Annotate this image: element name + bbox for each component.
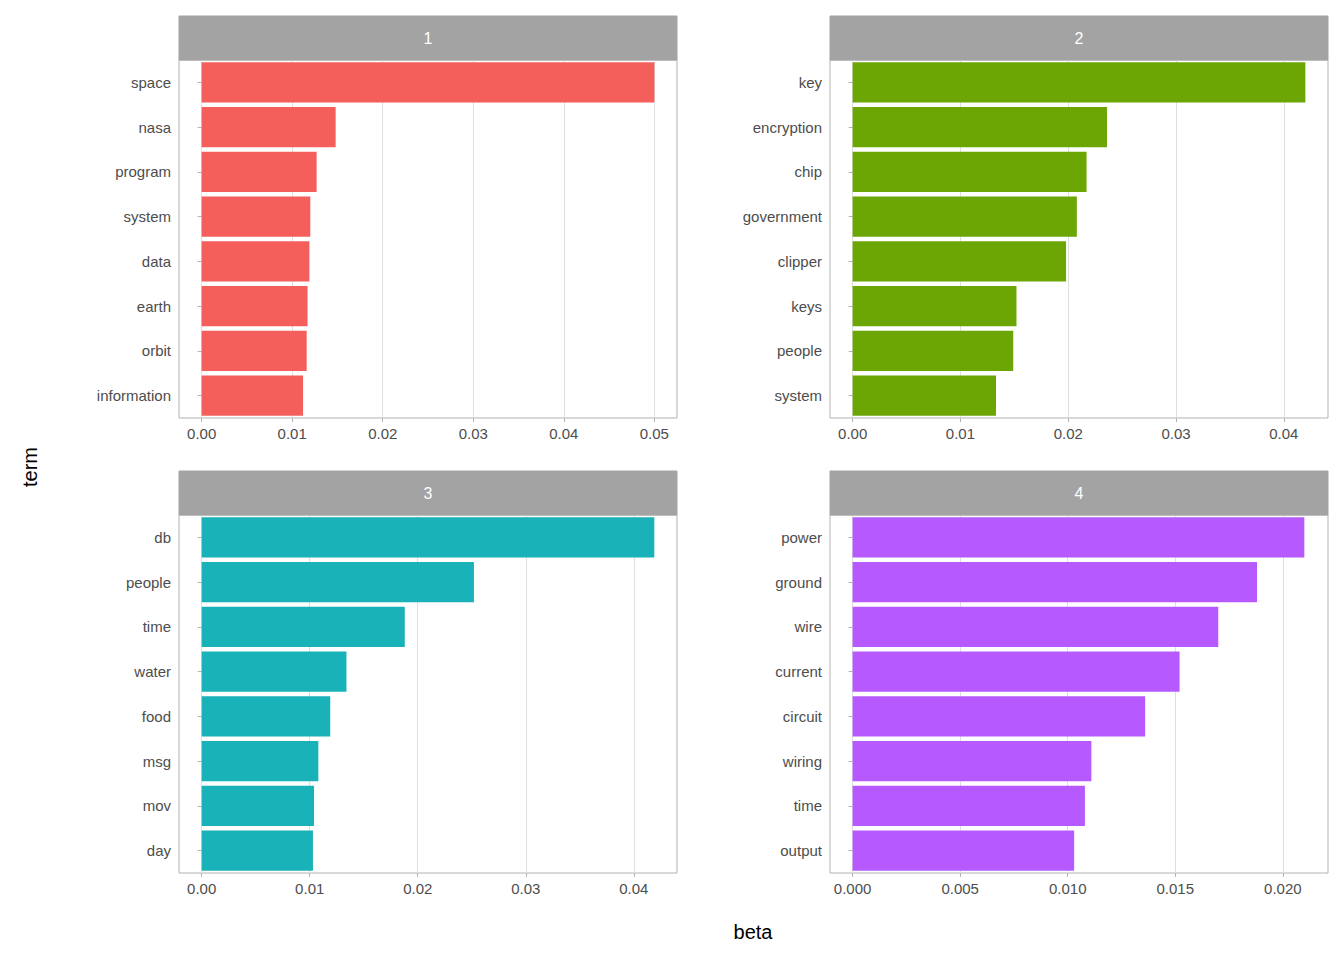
- svg-text:time: time: [143, 618, 171, 635]
- svg-text:0.04: 0.04: [549, 425, 578, 442]
- svg-text:db: db: [154, 529, 171, 546]
- svg-text:food: food: [142, 708, 171, 725]
- svg-text:0.04: 0.04: [619, 880, 648, 897]
- svg-text:program: program: [115, 163, 171, 180]
- svg-text:0.03: 0.03: [1161, 425, 1190, 442]
- svg-text:earth: earth: [137, 298, 171, 315]
- svg-text:system: system: [774, 387, 822, 404]
- svg-text:time: time: [794, 797, 822, 814]
- svg-text:beta: beta: [734, 921, 774, 943]
- svg-text:msg: msg: [143, 753, 171, 770]
- svg-text:government: government: [743, 208, 823, 225]
- svg-text:0.02: 0.02: [403, 880, 432, 897]
- svg-text:people: people: [777, 342, 822, 359]
- svg-text:0.00: 0.00: [187, 880, 216, 897]
- svg-text:information: information: [97, 387, 171, 404]
- svg-text:0.02: 0.02: [368, 425, 397, 442]
- svg-text:0.03: 0.03: [459, 425, 488, 442]
- svg-text:0.01: 0.01: [278, 425, 307, 442]
- svg-text:output: output: [780, 842, 823, 859]
- svg-text:ground: ground: [775, 574, 822, 591]
- svg-text:chip: chip: [794, 163, 822, 180]
- svg-text:people: people: [126, 574, 171, 591]
- svg-text:encryption: encryption: [753, 119, 822, 136]
- svg-text:0.05: 0.05: [640, 425, 669, 442]
- svg-text:clipper: clipper: [778, 253, 822, 270]
- svg-text:3: 3: [424, 485, 433, 502]
- svg-text:current: current: [775, 663, 823, 680]
- svg-text:nasa: nasa: [138, 119, 171, 136]
- svg-text:0.00: 0.00: [838, 425, 867, 442]
- svg-text:key: key: [799, 74, 823, 91]
- svg-text:water: water: [133, 663, 171, 680]
- svg-text:0.04: 0.04: [1269, 425, 1298, 442]
- svg-text:0.01: 0.01: [946, 425, 975, 442]
- svg-text:0.03: 0.03: [511, 880, 540, 897]
- svg-text:power: power: [781, 529, 822, 546]
- svg-text:wiring: wiring: [782, 753, 822, 770]
- svg-text:0.020: 0.020: [1264, 880, 1302, 897]
- svg-text:wire: wire: [793, 618, 822, 635]
- svg-text:0.005: 0.005: [941, 880, 979, 897]
- svg-text:orbit: orbit: [142, 342, 172, 359]
- svg-text:keys: keys: [791, 298, 822, 315]
- svg-text:0.01: 0.01: [295, 880, 324, 897]
- svg-text:space: space: [131, 74, 171, 91]
- svg-text:2: 2: [1075, 30, 1084, 47]
- svg-text:0.000: 0.000: [834, 880, 872, 897]
- svg-text:1: 1: [424, 30, 433, 47]
- svg-text:0.015: 0.015: [1156, 880, 1194, 897]
- svg-text:0.02: 0.02: [1054, 425, 1083, 442]
- svg-text:term: term: [19, 447, 41, 487]
- svg-text:mov: mov: [143, 797, 172, 814]
- svg-text:0.00: 0.00: [187, 425, 216, 442]
- svg-text:0.010: 0.010: [1049, 880, 1087, 897]
- svg-text:data: data: [142, 253, 172, 270]
- svg-text:system: system: [123, 208, 171, 225]
- svg-text:4: 4: [1075, 485, 1084, 502]
- svg-text:circuit: circuit: [783, 708, 823, 725]
- svg-text:day: day: [147, 842, 172, 859]
